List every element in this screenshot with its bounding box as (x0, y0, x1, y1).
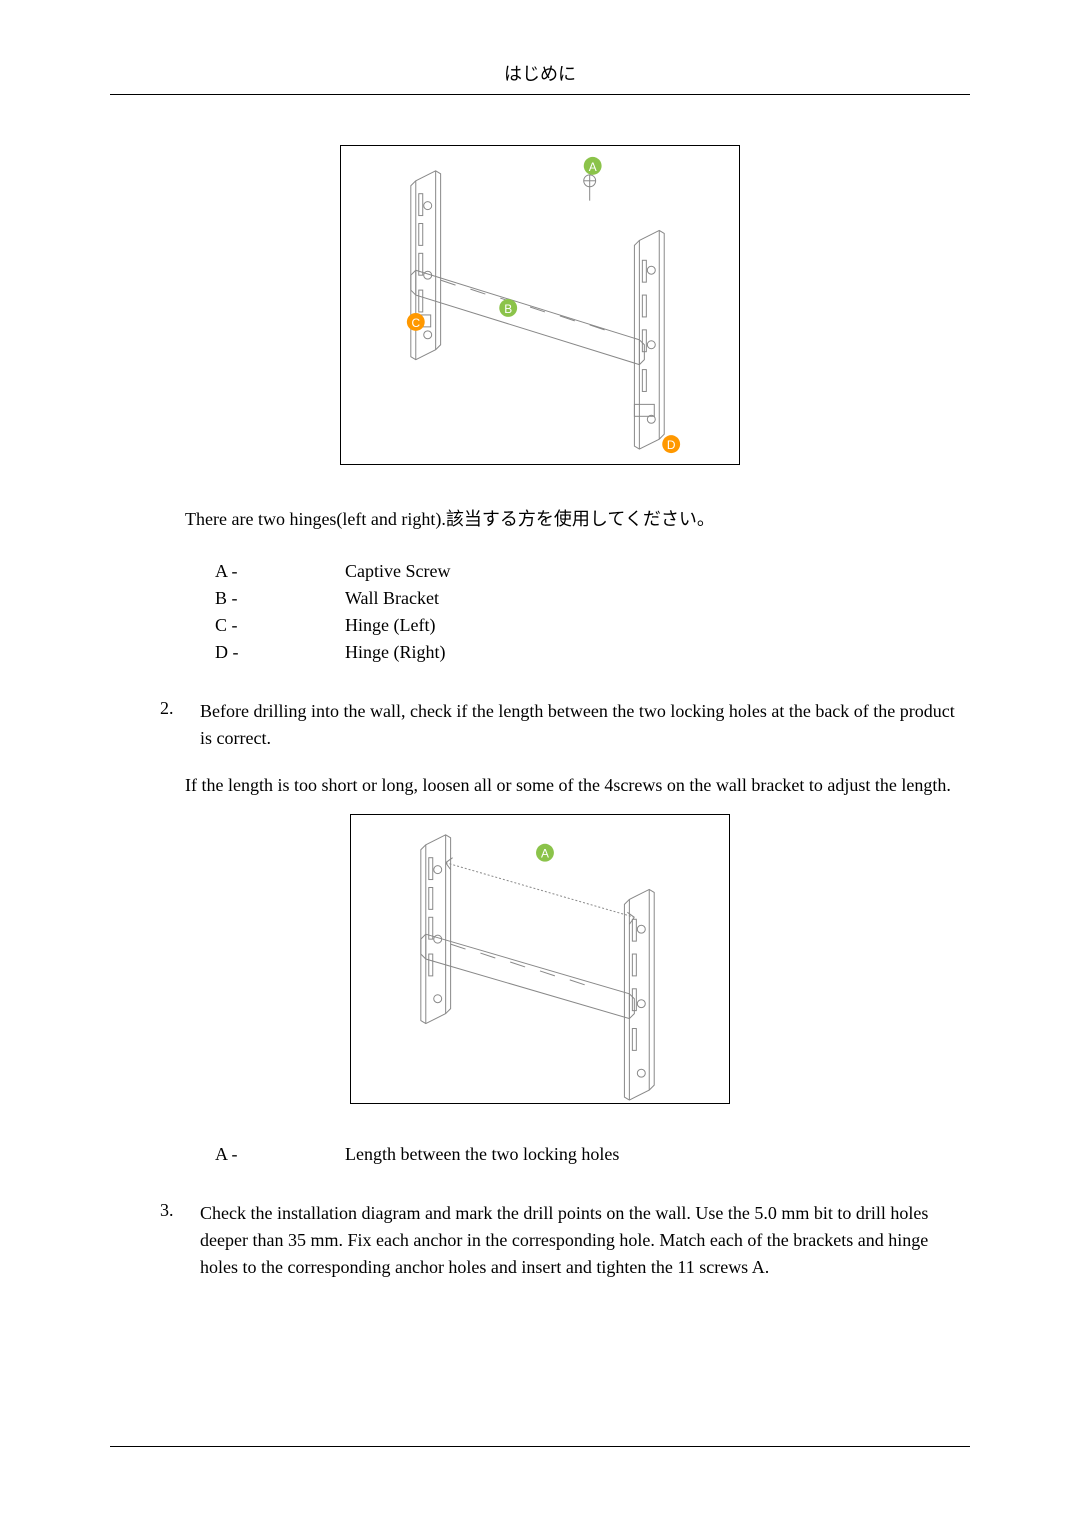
diagram-2-container: A (110, 814, 970, 1109)
diagram-2: A (350, 814, 730, 1104)
step-2-continued: If the length is too short or long, loos… (185, 772, 970, 799)
svg-text:B: B (504, 302, 512, 316)
svg-text:D: D (667, 438, 676, 452)
part-label: A - (215, 1144, 345, 1165)
step-number: 2. (160, 698, 200, 752)
parts-list-1: A - Captive Screw B - Wall Bracket C - H… (215, 561, 970, 663)
svg-text:C: C (411, 316, 420, 330)
callout-c: C (407, 313, 425, 331)
callout-a: A (584, 157, 602, 175)
callout-d: D (662, 435, 680, 453)
part-row-a2: A - Length between the two locking holes (215, 1144, 970, 1165)
part-label: D - (215, 642, 345, 663)
step-text: Check the installation diagram and mark … (200, 1200, 970, 1281)
part-row-c: C - Hinge (Left) (215, 615, 970, 636)
callout-b: B (499, 299, 517, 317)
diagram-1-container: A B C D (110, 145, 970, 470)
step-number: 3. (160, 1200, 200, 1281)
step-text: Before drilling into the wall, check if … (200, 698, 970, 752)
header-title: はじめに (504, 64, 576, 84)
part-desc: Captive Screw (345, 561, 450, 582)
part-desc: Hinge (Left) (345, 615, 435, 636)
svg-text:A: A (589, 160, 597, 174)
part-label: C - (215, 615, 345, 636)
part-desc: Hinge (Right) (345, 642, 446, 663)
callout-a-2: A (536, 844, 554, 862)
part-row-b: B - Wall Bracket (215, 588, 970, 609)
part-row-d: D - Hinge (Right) (215, 642, 970, 663)
page-header: はじめに (110, 60, 970, 95)
part-desc: Length between the two locking holes (345, 1144, 619, 1165)
footer-divider (110, 1446, 970, 1447)
step-3: 3. Check the installation diagram and ma… (160, 1200, 970, 1281)
part-desc: Wall Bracket (345, 588, 439, 609)
step-2: 2. Before drilling into the wall, check … (160, 698, 970, 752)
part-label: A - (215, 561, 345, 582)
part-row-a: A - Captive Screw (215, 561, 970, 582)
parts-list-2: A - Length between the two locking holes (215, 1144, 970, 1165)
hinges-description: There are two hinges(left and right).該当す… (185, 505, 970, 531)
part-label: B - (215, 588, 345, 609)
diagram-1: A B C D (340, 145, 740, 465)
svg-text:A: A (541, 847, 549, 861)
